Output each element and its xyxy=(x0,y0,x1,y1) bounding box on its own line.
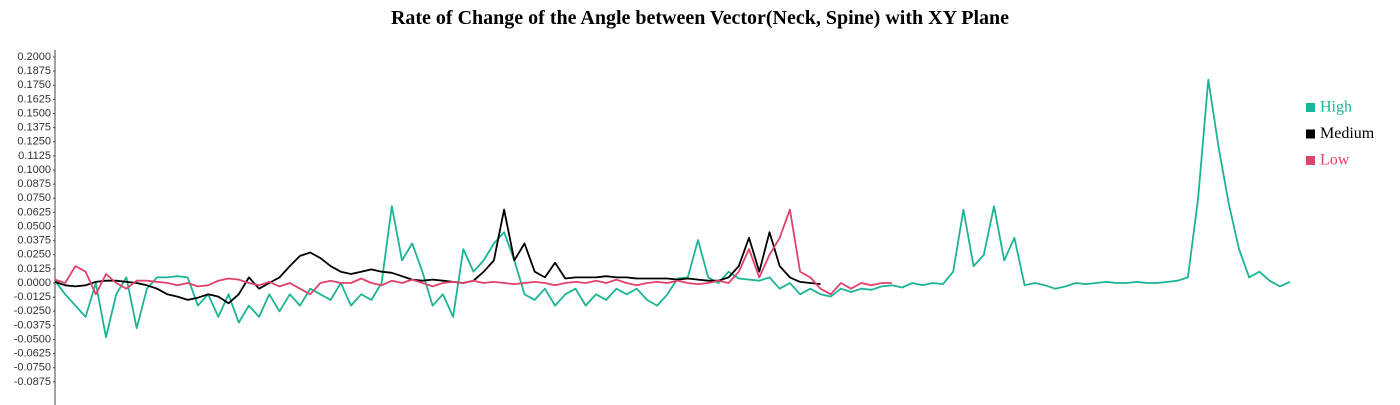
y-tick-label: 0.0125 xyxy=(17,263,51,275)
legend-label: Medium xyxy=(1320,125,1375,142)
y-tick-label: -0.0750 xyxy=(14,362,51,374)
series-line xyxy=(54,78,1291,339)
y-tick-label: 0.1750 xyxy=(17,79,51,91)
y-tick-label: 0.0500 xyxy=(17,220,51,232)
series-line xyxy=(54,208,821,305)
y-tick-label: 0.0250 xyxy=(17,249,51,261)
legend-swatch xyxy=(1306,103,1315,112)
y-tick-label: 0.1375 xyxy=(17,122,51,134)
y-tick-label: -0.0250 xyxy=(14,305,51,317)
y-tick-label: 0.0625 xyxy=(17,206,51,218)
y-tick-label: 0.0000 xyxy=(17,277,51,289)
legend-label: Low xyxy=(1320,152,1350,169)
y-tick-label: -0.0875 xyxy=(14,376,51,388)
y-tick-label: 0.1500 xyxy=(17,107,51,119)
series-line xyxy=(54,208,892,296)
y-tick-label: 0.1125 xyxy=(18,150,51,162)
y-tick-label: -0.0375 xyxy=(14,319,51,331)
y-tick-label: 0.1625 xyxy=(17,93,51,105)
y-tick-label: 0.2000 xyxy=(17,51,51,63)
y-tick-label: 0.1875 xyxy=(17,65,51,77)
y-tick-label: -0.0625 xyxy=(14,348,51,360)
y-tick-label: 0.1250 xyxy=(17,136,51,148)
y-tick-label: 0.0750 xyxy=(17,192,51,204)
y-tick-label: 0.0875 xyxy=(17,178,51,190)
y-tick-label: -0.0500 xyxy=(14,333,51,345)
y-tick-label: 0.0375 xyxy=(17,235,51,247)
y-tick-label: 0.1000 xyxy=(17,164,51,176)
legend-swatch xyxy=(1306,129,1315,139)
legend-label: High xyxy=(1320,99,1352,116)
legend-swatch xyxy=(1306,156,1315,165)
y-tick-label: -0.0125 xyxy=(14,291,51,303)
chart-title: Rate of Change of the Angle between Vect… xyxy=(391,7,1009,29)
